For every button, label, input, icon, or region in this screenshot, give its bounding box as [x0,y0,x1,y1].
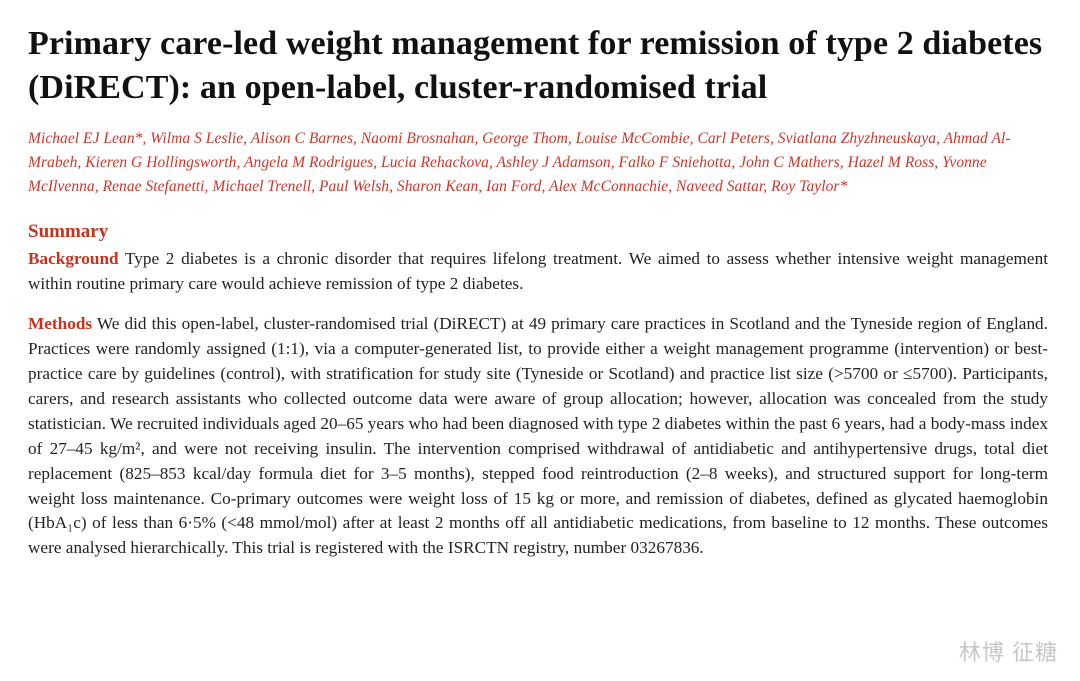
methods-label: Methods [28,314,92,333]
background-text: Type 2 diabetes is a chronic disorder th… [28,249,1048,293]
methods-paragraph: Methods We did this open-label, cluster-… [28,312,1048,561]
author-list: Michael EJ Lean*, Wilma S Leslie, Alison… [28,127,1048,199]
watermark-text: 林博 征糖 [959,635,1058,667]
article-title: Primary care-led weight management for r… [28,22,1048,109]
paper-page: Primary care-led weight management for r… [0,0,1080,561]
summary-heading: Summary [28,221,1048,243]
background-label: Background [28,249,119,268]
methods-text: We did this open-label, cluster-randomis… [28,314,1048,557]
background-paragraph: Background Type 2 diabetes is a chronic … [28,247,1048,297]
